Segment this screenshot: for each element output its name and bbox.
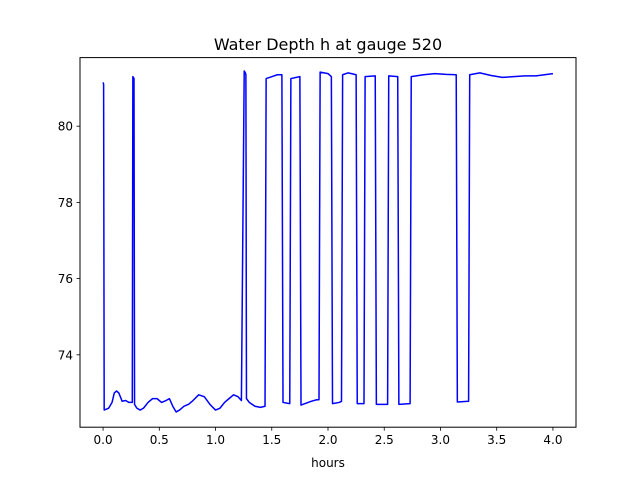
x-tick-label: 0.0	[94, 433, 113, 447]
x-axis-label: hours	[311, 456, 345, 470]
x-tick-label: 4.0	[543, 433, 562, 447]
plot-area	[102, 70, 554, 413]
y-tick-label: 76	[58, 272, 73, 286]
x-tick-label: 2.5	[375, 433, 394, 447]
y-tick-label: 78	[58, 196, 73, 210]
y-tick-label: 74	[58, 348, 73, 362]
chart-title: Water Depth h at gauge 520	[214, 35, 442, 54]
x-tick-label: 0.5	[150, 433, 169, 447]
series-line	[102, 70, 554, 413]
x-tick-label: 2.0	[318, 433, 337, 447]
y-tick-label: 80	[58, 120, 73, 134]
x-tick-label: 1.5	[262, 433, 281, 447]
x-tick-label: 3.0	[431, 433, 450, 447]
x-axis: 0.0 0.5 1.0 1.5 2.0 2.5 3.0 3.5 4.0	[94, 427, 562, 447]
x-tick-label: 3.5	[487, 433, 506, 447]
y-axis: 74 76 78 80	[58, 120, 80, 362]
x-tick-label: 1.0	[206, 433, 225, 447]
